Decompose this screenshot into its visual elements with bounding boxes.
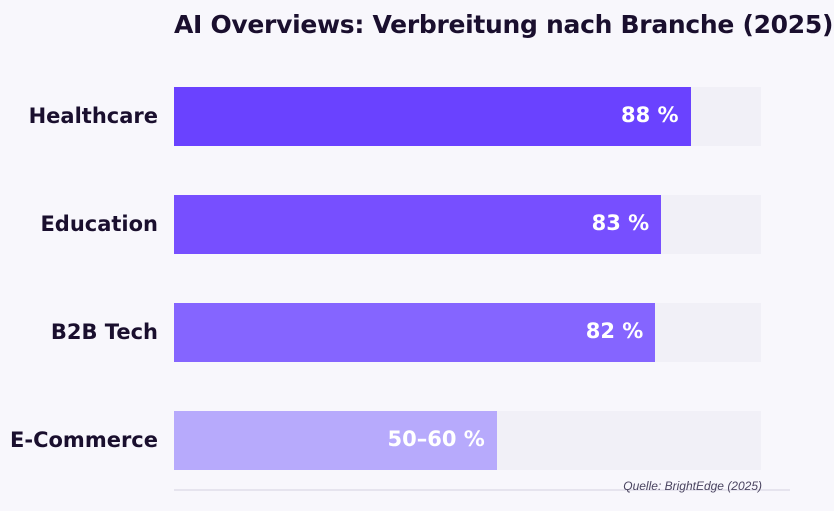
data-label: 88 % bbox=[620, 103, 679, 127]
bar-track: 50–60 % bbox=[174, 411, 761, 470]
chart-title: AI Overviews: Verbreitung nach Branche (… bbox=[174, 10, 834, 39]
bar-track: 88 % bbox=[174, 87, 761, 146]
category-label: Education bbox=[40, 212, 158, 236]
category-label: Healthcare bbox=[28, 104, 158, 128]
category-label: B2B Tech bbox=[50, 320, 158, 344]
bar: 50–60 % bbox=[174, 411, 497, 470]
bar-track: 82 % bbox=[174, 303, 761, 362]
bar-track: 83 % bbox=[174, 195, 761, 254]
bar: 83 % bbox=[174, 195, 662, 254]
data-label: 82 % bbox=[585, 319, 644, 343]
baseline-axis bbox=[174, 489, 790, 491]
bar: 88 % bbox=[174, 87, 691, 146]
data-label: 83 % bbox=[591, 211, 650, 235]
source-note: Quelle: BrightEdge (2025) bbox=[623, 479, 762, 493]
category-label: E-Commerce bbox=[10, 428, 158, 452]
bar: 82 % bbox=[174, 303, 656, 362]
data-label: 50–60 % bbox=[387, 427, 485, 451]
